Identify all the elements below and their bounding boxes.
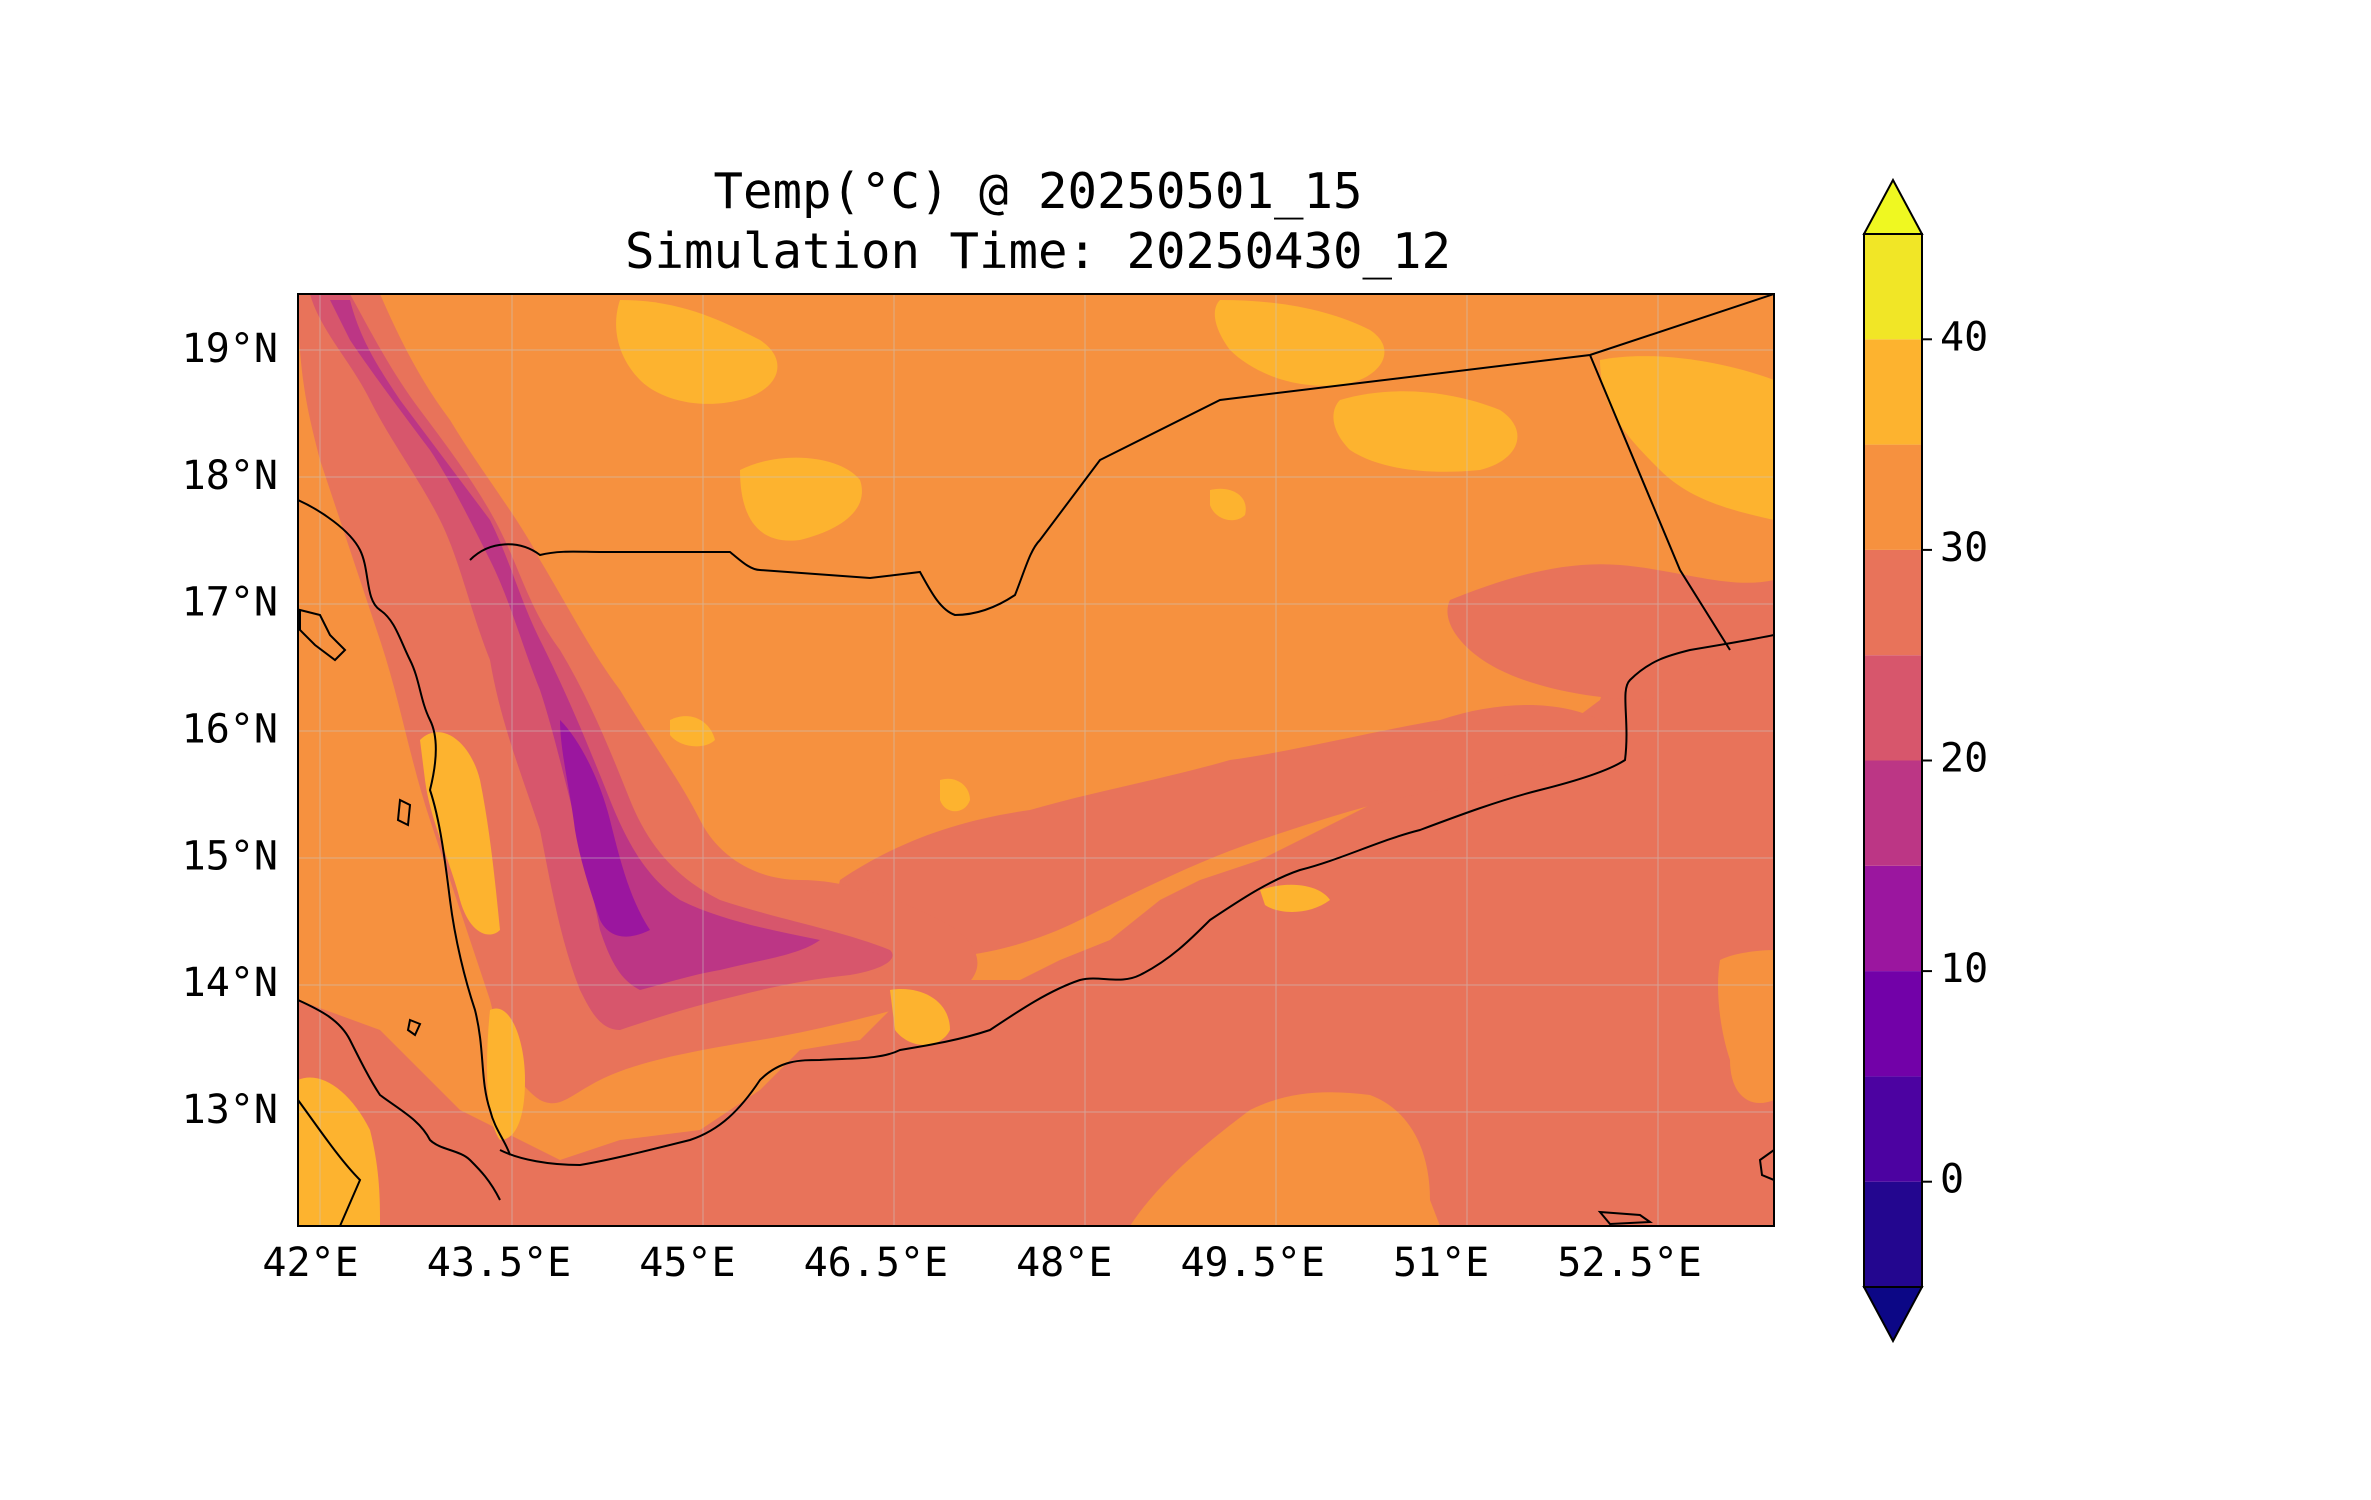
lat-tick-label: 18°N (182, 453, 278, 499)
tihama-warm-strip (420, 732, 500, 935)
lat-tick-label: 13°N (182, 1087, 278, 1133)
highland-band-core (560, 720, 650, 937)
lat-tick-label: 17°N (182, 580, 278, 626)
saudi-yemen-border (469, 294, 1774, 617)
oman-yemen-border (1589, 354, 1731, 651)
lon-tick-label: 45°E (639, 1240, 735, 1286)
figure-title-line1: Temp(°C) @ 20250501_15 (713, 163, 1362, 220)
coastlines-borders (298, 294, 1774, 1226)
african-coastline (298, 999, 501, 1201)
small-patch-2 (1210, 488, 1246, 521)
socotra-fragment (1597, 1210, 1653, 1226)
lon-tick-label: 43.5°E (427, 1240, 572, 1286)
lon-tick-label: 42°E (262, 1240, 358, 1286)
africa-border (298, 1099, 362, 1226)
colorbar-segment (1864, 444, 1922, 550)
colorbar-tick-label: 10 (1940, 946, 1988, 992)
interior-cool-band (838, 705, 1620, 960)
lon-tick-label: 52.5°E (1557, 1240, 1702, 1286)
small-patch-1 (940, 778, 970, 812)
central-desert-patch (740, 457, 862, 541)
small-patch-4 (1260, 884, 1330, 912)
colorbar-over-arrow (1862, 177, 1924, 235)
map-panel (298, 294, 1774, 1226)
sea-warm-patch (1130, 1092, 1440, 1226)
north-desert-patch-3 (1333, 391, 1518, 472)
red-sea-coastline (298, 499, 511, 1156)
colorbar-segment (1864, 339, 1922, 445)
map-frame (297, 293, 1775, 1227)
colorbar-tick-label: 40 (1940, 314, 1988, 360)
colorbar-segment (1864, 1076, 1922, 1182)
colorbar-segment (1864, 1181, 1922, 1287)
northeast-warm-patch (1600, 356, 1774, 520)
lat-tick-label: 19°N (182, 326, 278, 372)
colorbar: 0 10 20 30 40 (1862, 177, 1988, 1344)
island-1 (299, 608, 347, 662)
figure-title-line2: Simulation Time: 20250430_12 (625, 223, 1451, 280)
east-coast-fragment (1758, 1148, 1774, 1182)
colorbar-tick-label: 30 (1940, 525, 1988, 571)
colorbar-segment (1864, 760, 1922, 866)
colorbar-segment (1864, 655, 1922, 761)
lat-tick-label: 16°N (182, 706, 278, 752)
latitude-ticks: 19°N 18°N 17°N 16°N 15°N 14°N 13°N (182, 326, 278, 1133)
colorbar-segment (1864, 865, 1922, 972)
north-desert-patch-2 (1214, 300, 1385, 386)
island-3 (406, 1018, 422, 1037)
colorbar-under-arrow (1862, 1286, 1924, 1344)
lon-tick-label: 51°E (1393, 1240, 1489, 1286)
lat-tick-label: 14°N (182, 960, 278, 1006)
colorbar-tick-label: 0 (1940, 1157, 1964, 1203)
eastern-cool-band (1447, 564, 1774, 700)
north-desert-patch-1 (616, 300, 778, 404)
longitude-ticks: 42°E 43.5°E 45°E 46.5°E 48°E 49.5°E 51°E 52.5°E (262, 1240, 1701, 1286)
highland-band-inner (330, 300, 820, 990)
south-warm-strip (487, 1008, 525, 1140)
sw-warm-corner (298, 1077, 380, 1226)
colorbar-segment (1864, 549, 1922, 656)
lat-tick-label: 15°N (182, 833, 278, 879)
lon-tick-label: 48°E (1016, 1240, 1112, 1286)
southern-sea-band (298, 620, 1774, 1226)
map-gridlines (298, 294, 1774, 1226)
yemen-south-coastline (499, 634, 1774, 1167)
lon-tick-label: 46.5°E (804, 1240, 949, 1286)
lon-tick-label: 49.5°E (1180, 1240, 1325, 1286)
colorbar-segment (1864, 971, 1922, 1077)
colorbar-segment (1864, 234, 1922, 340)
south-coast-warm-patch (890, 989, 950, 1045)
island-2 (396, 798, 412, 827)
east-warm-patch (1718, 950, 1774, 1104)
colorbar-tick-label: 20 (1940, 736, 1988, 782)
